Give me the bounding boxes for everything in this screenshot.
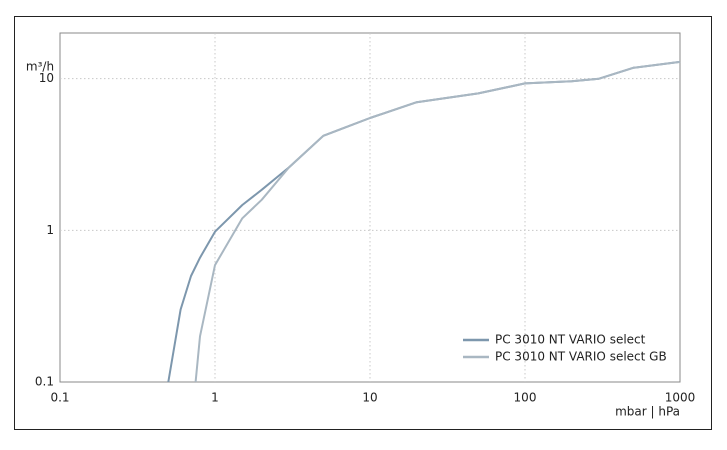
y-tick-label: 0.1 <box>35 375 54 389</box>
frame <box>14 16 712 430</box>
y-tick-label: 10 <box>39 71 54 85</box>
legend-label: PC 3010 NT VARIO select GB <box>495 350 667 364</box>
x-tick-label: 1 <box>211 391 219 405</box>
y-tick-label: 1 <box>46 223 54 237</box>
x-tick-label: 100 <box>514 391 537 405</box>
x-tick-label: 10 <box>362 391 377 405</box>
x-tick-label: 1000 <box>665 391 696 405</box>
series-line <box>194 60 681 383</box>
y-axis-label: m³/h <box>26 60 54 74</box>
x-tick-label: 0.1 <box>50 391 69 405</box>
x-axis-label: mbar | hPa <box>615 405 680 419</box>
legend-label: PC 3010 NT VARIO select <box>495 333 646 347</box>
